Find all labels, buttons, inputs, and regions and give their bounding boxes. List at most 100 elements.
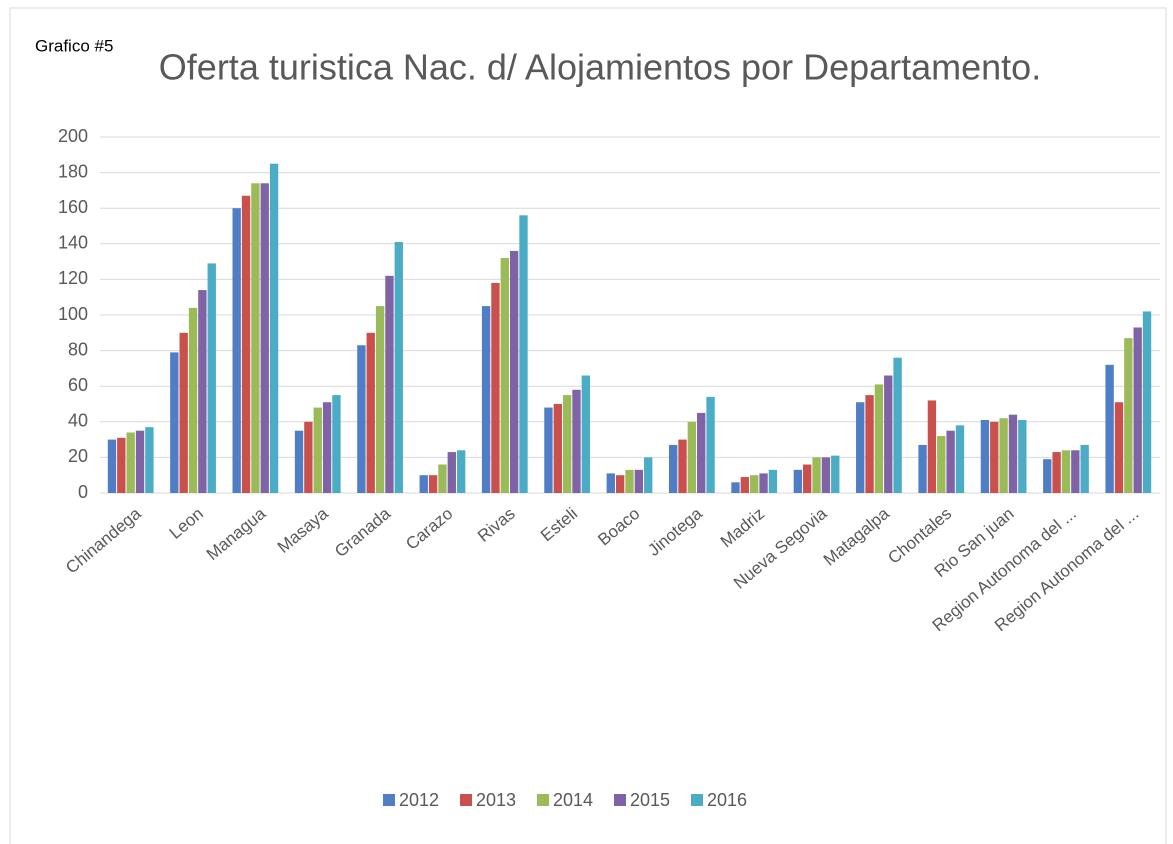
- bar: [999, 418, 1008, 493]
- bar: [438, 464, 447, 493]
- y-tick-label: 40: [68, 411, 88, 431]
- bar: [332, 395, 341, 493]
- bar: [135, 430, 145, 493]
- bar: [1133, 327, 1142, 493]
- bar: [107, 439, 117, 493]
- bar: [1071, 450, 1080, 493]
- bar: [918, 444, 927, 493]
- bar: [990, 421, 999, 493]
- bar: [1061, 450, 1071, 493]
- legend-label: 2014: [553, 790, 593, 810]
- y-tick-label: 100: [58, 304, 88, 324]
- bar: [706, 396, 715, 493]
- bar: [481, 306, 491, 493]
- bar: [260, 183, 269, 493]
- chart-frame: [9, 7, 1167, 844]
- chart-title: Oferta turistica Nac. d/ Alojamientos po…: [159, 47, 1041, 88]
- bar: [606, 473, 615, 493]
- legend-swatch: [383, 794, 395, 806]
- x-tick-label: Managua: [203, 504, 270, 564]
- bar: [509, 250, 519, 493]
- bar: [313, 407, 322, 493]
- bar: [750, 475, 759, 493]
- x-tick-label: Boaco: [594, 504, 643, 550]
- bar: [731, 482, 740, 493]
- bar: [269, 163, 279, 493]
- bar: [893, 357, 902, 493]
- bar: [1008, 414, 1018, 493]
- bar: [241, 195, 251, 494]
- bar: [179, 332, 188, 493]
- y-tick-label: 140: [58, 233, 88, 253]
- x-tick-label: Carazo: [402, 504, 456, 554]
- bar: [634, 469, 644, 493]
- bar: [198, 290, 207, 493]
- y-tick-label: 200: [58, 126, 88, 146]
- y-tick-label: 120: [58, 268, 88, 288]
- x-tick-label: Leon: [166, 504, 207, 543]
- bar: [322, 402, 332, 493]
- bar: [385, 275, 394, 493]
- x-tick-label: Esteli: [537, 504, 581, 545]
- legend-label: 2016: [707, 790, 747, 810]
- bar: [644, 457, 653, 493]
- legend-swatch: [537, 794, 549, 806]
- legend-label: 2013: [476, 790, 516, 810]
- bar: [145, 427, 154, 493]
- x-tick-label: Madriz: [717, 504, 768, 551]
- bar: [1043, 459, 1052, 493]
- bar: [1105, 364, 1114, 493]
- bar: [678, 439, 687, 493]
- bar: [821, 457, 831, 493]
- x-tick-label: Jinotega: [644, 504, 706, 560]
- bar: [581, 375, 591, 493]
- bar: [856, 402, 865, 493]
- x-tick-label: Chinandega: [62, 504, 145, 578]
- bar: [803, 464, 812, 493]
- bar: [740, 476, 750, 493]
- legend-label: 2012: [399, 790, 439, 810]
- legend-swatch: [614, 794, 626, 806]
- legend-label: 2015: [630, 790, 670, 810]
- bar: [572, 389, 581, 493]
- bar: [126, 432, 135, 493]
- bar: [419, 475, 428, 493]
- chart-label: Grafico #5: [35, 36, 113, 55]
- bar: [884, 375, 893, 493]
- bar: [793, 469, 803, 493]
- bar: [553, 404, 562, 493]
- bar: [768, 469, 778, 493]
- bar: [366, 332, 375, 493]
- bar: [562, 395, 572, 493]
- bar: [428, 475, 438, 493]
- y-tick-label: 180: [58, 161, 88, 181]
- bar: [232, 208, 241, 493]
- bar: [188, 307, 198, 493]
- bar: [1124, 338, 1133, 493]
- bar: [519, 215, 528, 493]
- bar: [170, 352, 179, 493]
- x-tick-label: Rivas: [474, 504, 519, 546]
- bar: [812, 457, 821, 493]
- y-tick-label: 20: [68, 446, 88, 466]
- bar: [668, 444, 678, 493]
- bar: [117, 437, 126, 493]
- bar: [500, 258, 509, 493]
- bar: [625, 469, 634, 493]
- y-tick-label: 80: [68, 339, 88, 359]
- bar: [874, 384, 884, 493]
- bar: [304, 421, 313, 493]
- bar: [251, 183, 260, 493]
- bar: [1018, 420, 1027, 493]
- y-tick-label: 160: [58, 197, 88, 217]
- bar: [447, 452, 456, 493]
- bar: [207, 263, 216, 493]
- bar: [687, 421, 697, 493]
- bar: [615, 475, 625, 493]
- y-tick-label: 0: [78, 482, 88, 502]
- legend-swatch: [460, 794, 472, 806]
- bar: [697, 412, 706, 493]
- bar: [1052, 452, 1061, 493]
- legend-swatch: [691, 794, 703, 806]
